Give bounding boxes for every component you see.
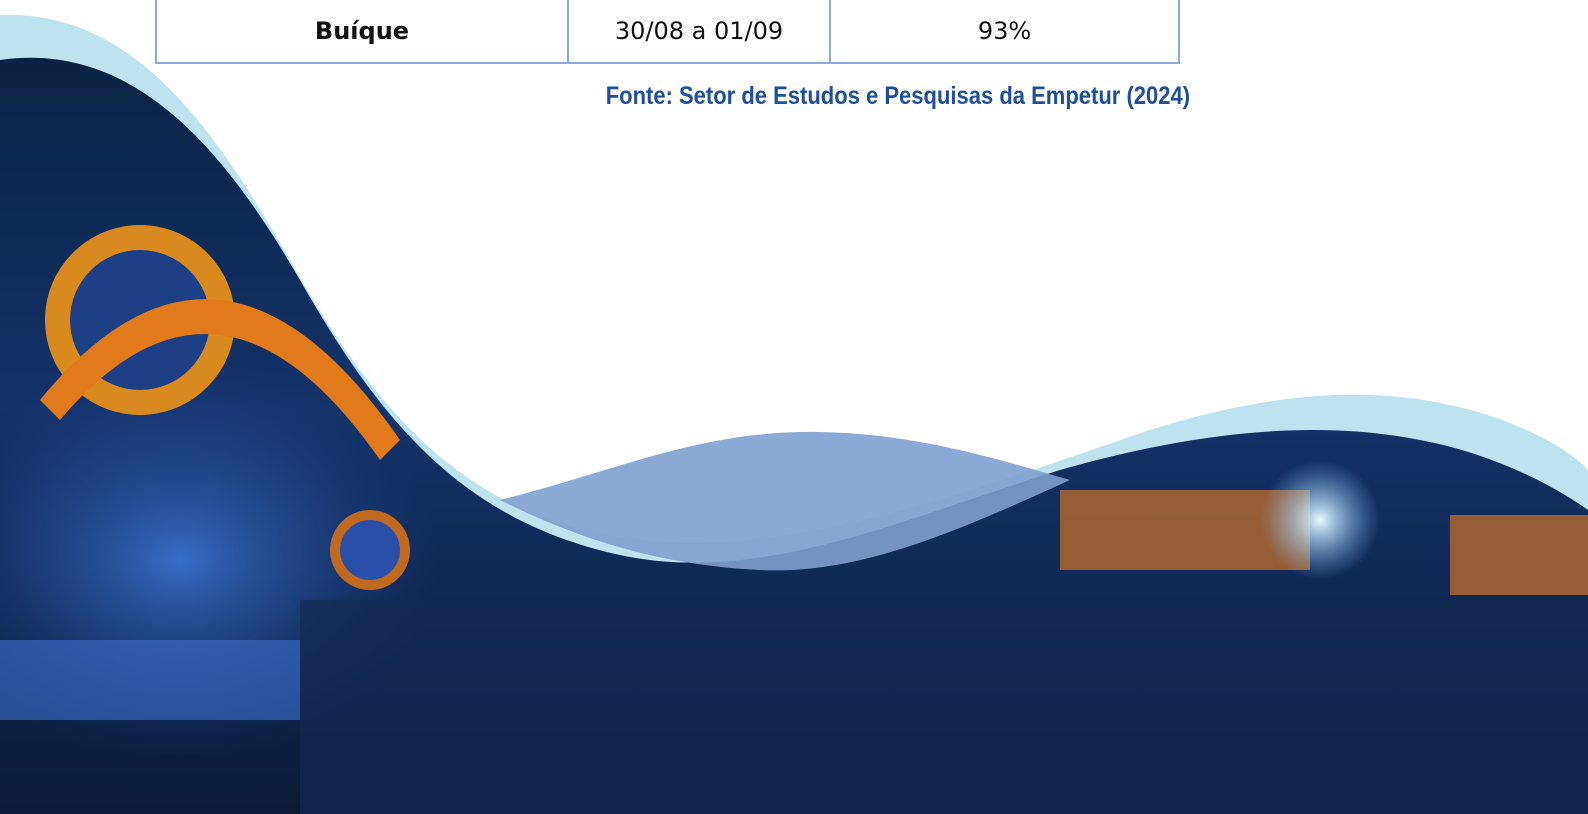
source-note: Fonte: Setor de Estudos e Pesquisas da E… — [606, 82, 1190, 111]
table-cell: 30/08 a 01/09 — [568, 0, 830, 63]
table-cell: Buíque — [156, 0, 568, 63]
table-row: Buíque 30/08 a 01/09 93% — [156, 0, 1179, 63]
table-cell: 93% — [830, 0, 1179, 63]
background-art — [0, 0, 1588, 814]
data-table: Buíque 30/08 a 01/09 93% — [155, 0, 1180, 64]
page: Buíque 30/08 a 01/09 93% Fonte: Setor de… — [0, 0, 1588, 814]
